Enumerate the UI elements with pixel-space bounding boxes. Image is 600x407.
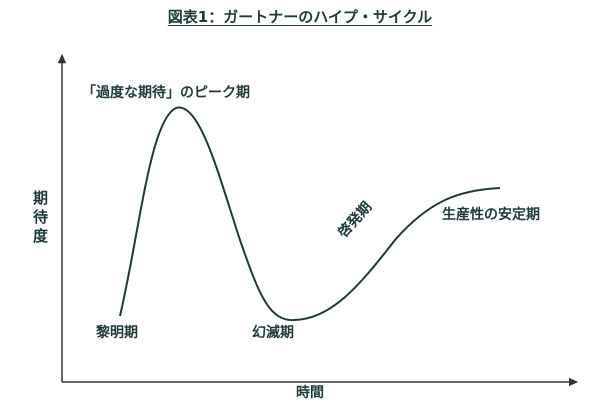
hype-curve (119, 106, 501, 322)
peak-of-inflated-expectations-label: 「過度な期待」のピーク期 (82, 85, 250, 101)
plateau-of-productivity-label: 生産性の安定期 (442, 207, 540, 223)
trough-of-disillusionment-label: 幻滅期 (252, 325, 294, 341)
y-axis-label: 期待度 (31, 190, 49, 247)
x-axis-label: 時間 (296, 385, 324, 401)
innovation-trigger-label: 黎明期 (96, 325, 138, 341)
diagram-title: 図表1：ガートナーのハイプ・サイクル (167, 8, 433, 26)
